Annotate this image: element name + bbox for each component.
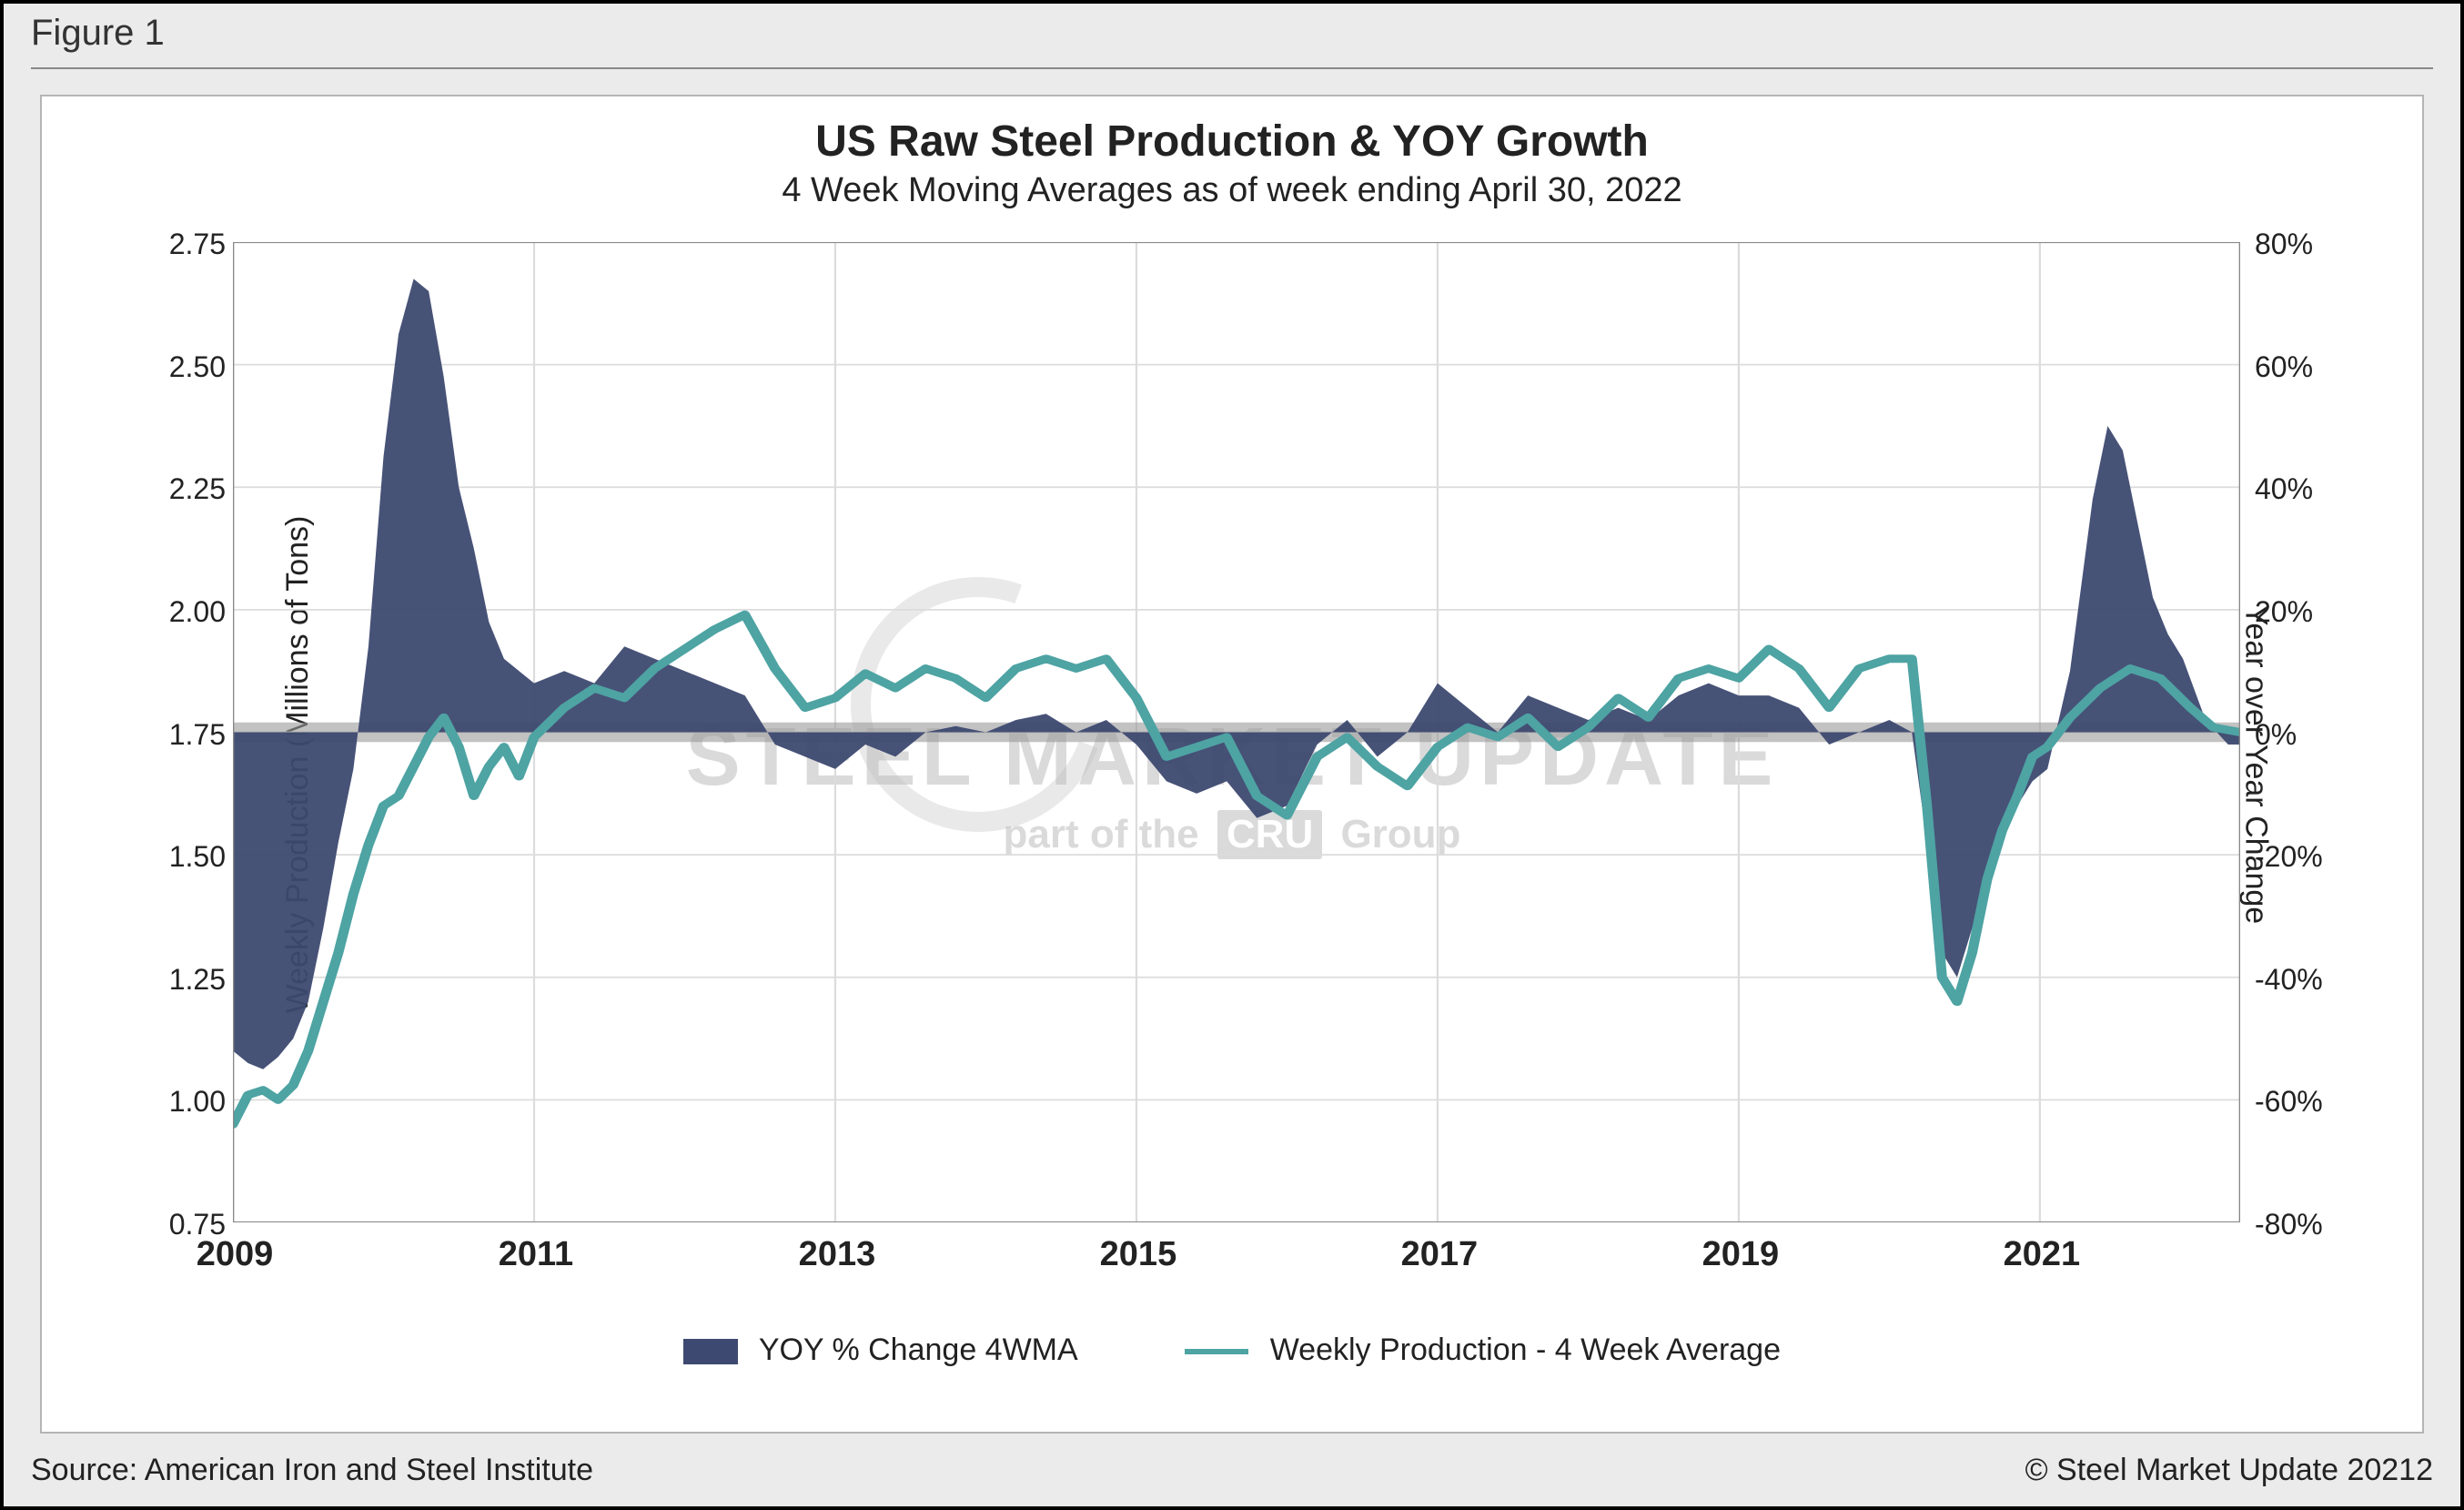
y1-tick-label: 2.75	[144, 228, 226, 261]
source-left: Source: American Iron and Steel Institut…	[31, 1453, 593, 1488]
x-tick-label: 2009	[197, 1235, 274, 1274]
y2-tick-label: -20%	[2255, 840, 2355, 874]
source-right: © Steel Market Update 20212	[2025, 1453, 2433, 1488]
y2-tick-label: 80%	[2255, 228, 2355, 261]
y1-tick-label: 1.25	[144, 963, 226, 997]
x-tick-label: 2017	[1401, 1235, 1479, 1274]
y2-tick-label: 60%	[2255, 350, 2355, 384]
legend: YOY % Change 4WMA Weekly Production - 4 …	[42, 1333, 2422, 1368]
y2-tick-label: -40%	[2255, 963, 2355, 997]
legend-area-label: YOY % Change 4WMA	[759, 1333, 1076, 1367]
legend-swatch-line	[1185, 1349, 1248, 1354]
y2-tick-label: 40%	[2255, 472, 2355, 506]
y-axis-right-label: Year over Year Change	[2237, 604, 2273, 923]
chart-title: US Raw Steel Production & YOY Growth	[42, 117, 2422, 167]
figure-divider	[31, 67, 2433, 69]
y2-tick-label: 0%	[2255, 718, 2355, 752]
y1-tick-label: 2.50	[144, 350, 226, 384]
chart-svg	[233, 242, 2240, 1222]
x-tick-label: 2013	[799, 1235, 876, 1274]
x-tick-label: 2015	[1100, 1235, 1177, 1274]
x-tick-label: 2021	[2004, 1235, 2081, 1274]
y2-tick-label: -60%	[2255, 1085, 2355, 1119]
figure-label: Figure 1	[31, 13, 165, 54]
legend-line-label: Weekly Production - 4 Week Average	[1270, 1333, 1781, 1367]
y1-tick-label: 2.25	[144, 472, 226, 506]
y2-tick-label: 20%	[2255, 595, 2355, 629]
y1-tick-label: 2.00	[144, 595, 226, 629]
y1-tick-label: 1.75	[144, 718, 226, 752]
x-tick-label: 2019	[1702, 1235, 1780, 1274]
plot-area	[233, 242, 2240, 1222]
y2-tick-label: -80%	[2255, 1208, 2355, 1241]
chart-panel: US Raw Steel Production & YOY Growth 4 W…	[40, 95, 2424, 1434]
figure-container: Figure 1 US Raw Steel Production & YOY G…	[0, 0, 2464, 1510]
x-tick-label: 2011	[499, 1235, 573, 1274]
y1-tick-label: 1.50	[144, 840, 226, 874]
chart-subtitle: 4 Week Moving Averages as of week ending…	[42, 171, 2422, 210]
y1-tick-label: 1.00	[144, 1085, 226, 1119]
legend-swatch-area	[683, 1339, 738, 1364]
